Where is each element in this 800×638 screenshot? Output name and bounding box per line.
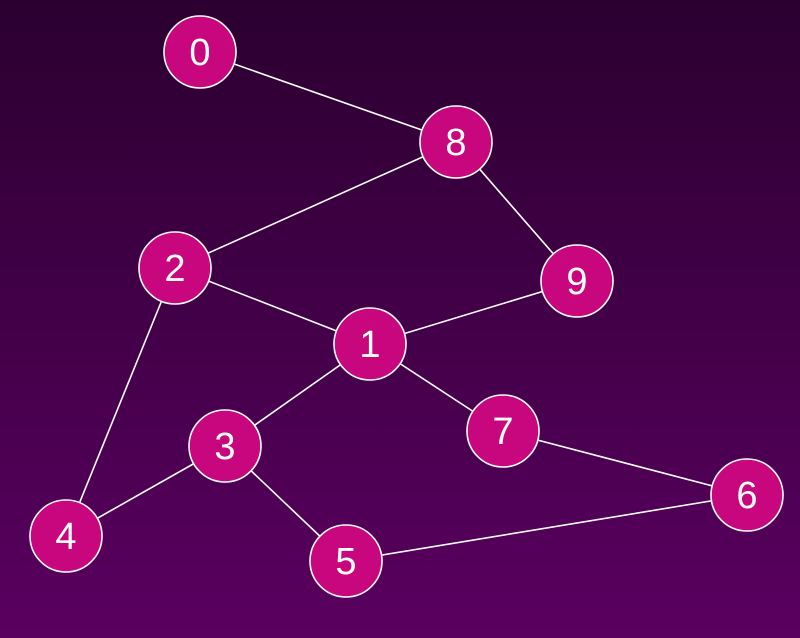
node-label-3: 3 (214, 426, 235, 468)
node-label-0: 0 (189, 32, 210, 74)
node-label-4: 4 (55, 516, 76, 558)
node-label-5: 5 (335, 541, 356, 583)
node-6[interactable]: 6 (710, 458, 784, 532)
edge-2-4 (65, 267, 176, 537)
node-5[interactable]: 5 (309, 524, 383, 598)
node-4[interactable]: 4 (29, 499, 103, 573)
node-9[interactable]: 9 (540, 244, 614, 318)
node-label-2: 2 (164, 248, 185, 290)
edge-8-2 (174, 141, 457, 269)
node-circle-2[interactable] (138, 231, 212, 305)
node-label-7: 7 (492, 411, 513, 453)
node-2[interactable]: 2 (138, 231, 212, 305)
node-label-6: 6 (736, 475, 757, 517)
node-8[interactable]: 8 (419, 105, 493, 179)
edge-5-6 (345, 494, 748, 562)
node-7[interactable]: 7 (466, 394, 540, 468)
node-3[interactable]: 3 (188, 409, 262, 483)
node-circle-6[interactable] (710, 458, 784, 532)
node-circle-9[interactable] (540, 244, 614, 318)
node-circle-4[interactable] (29, 499, 103, 573)
node-circle-0[interactable] (163, 15, 237, 89)
node-circle-1[interactable] (333, 307, 407, 381)
node-circle-7[interactable] (466, 394, 540, 468)
edge-7-6 (502, 430, 748, 496)
nodes-layer: 0 1 2 3 4 5 6 7 8 9 (29, 15, 784, 598)
node-circle-5[interactable] (309, 524, 383, 598)
node-circle-8[interactable] (419, 105, 493, 179)
node-1[interactable]: 1 (333, 307, 407, 381)
edge-0-8 (199, 51, 457, 143)
node-0[interactable]: 0 (163, 15, 237, 89)
node-label-1: 1 (359, 324, 380, 366)
node-circle-3[interactable] (188, 409, 262, 483)
node-label-9: 9 (566, 261, 587, 303)
node-label-8: 8 (445, 122, 466, 164)
